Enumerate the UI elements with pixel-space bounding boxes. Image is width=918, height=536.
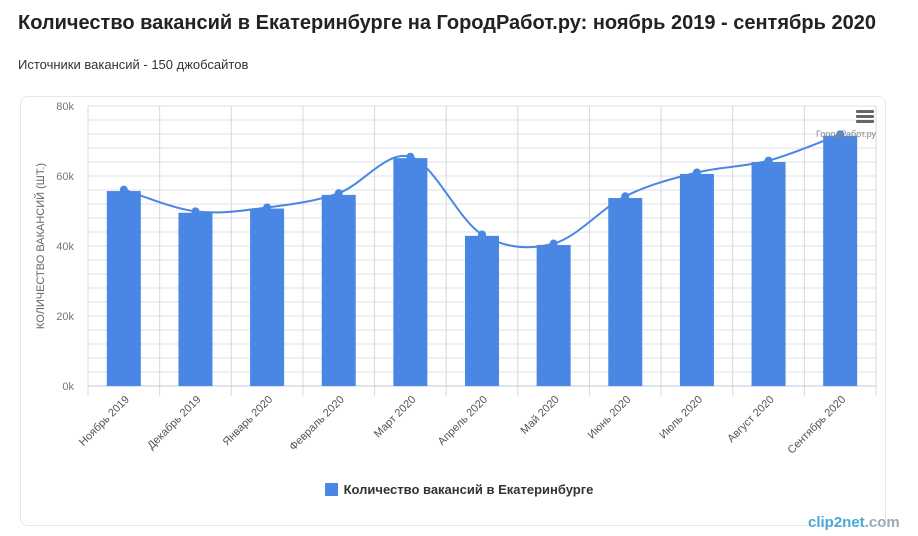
legend-swatch [324, 483, 338, 496]
line-point [621, 192, 630, 201]
bar [536, 244, 571, 386]
bar [321, 194, 356, 386]
page-subtitle: Источники вакансий - 150 джобсайтов [18, 57, 249, 72]
x-tick-label: Апрель 2020 [436, 394, 490, 448]
line-point [119, 185, 128, 194]
y-tick-label: 0k [62, 381, 74, 393]
bar [608, 198, 643, 386]
x-tick-label: Август 2020 [725, 394, 776, 445]
bar [178, 212, 213, 386]
y-tick-label: 20k [56, 311, 74, 323]
y-axis-label: КОЛИЧЕСТВО ВАКАНСИЙ (ШТ.) [34, 163, 47, 329]
chart-credit[interactable]: ГородРабот.ру [816, 129, 877, 139]
line-point [334, 189, 343, 198]
y-tick-label: 40k [56, 241, 74, 253]
line-point [549, 239, 558, 248]
line-point [406, 152, 415, 161]
chart-card [20, 96, 886, 526]
line-point [764, 156, 773, 165]
x-tick-label: Сентябрь 2020 [786, 394, 849, 457]
page-title: Количество вакансий в Екатеринбурге на Г… [18, 12, 876, 34]
bar [393, 158, 428, 386]
legend-item[interactable]: Количество вакансий в Екатеринбурге [0, 482, 918, 497]
x-tick-label: Март 2020 [372, 394, 419, 441]
x-tick-label: Июнь 2020 [586, 394, 634, 442]
bar [823, 135, 858, 386]
x-tick-label: Июль 2020 [657, 394, 705, 442]
line-point [263, 203, 272, 212]
hamburger-icon[interactable] [856, 110, 874, 124]
line-point [478, 230, 486, 239]
line-point [836, 130, 845, 139]
y-tick-label: 80k [56, 101, 74, 113]
bar [679, 173, 714, 386]
line-point [191, 207, 200, 216]
watermark: clip2net.com [808, 514, 900, 531]
bar [106, 191, 141, 386]
bar [250, 208, 285, 386]
line-point [692, 168, 701, 177]
legend-label: Количество вакансий в Екатеринбурге [343, 482, 594, 497]
x-tick-label: Май 2020 [519, 394, 562, 437]
x-tick-label: Ноябрь 2019 [77, 394, 132, 449]
bar [751, 162, 786, 386]
x-tick-label: Декабрь 2019 [145, 394, 203, 452]
y-tick-label: 60k [56, 171, 74, 183]
x-tick-label: Февраль 2020 [287, 394, 347, 454]
x-tick-label: Январь 2020 [221, 394, 276, 449]
bar [465, 235, 499, 386]
